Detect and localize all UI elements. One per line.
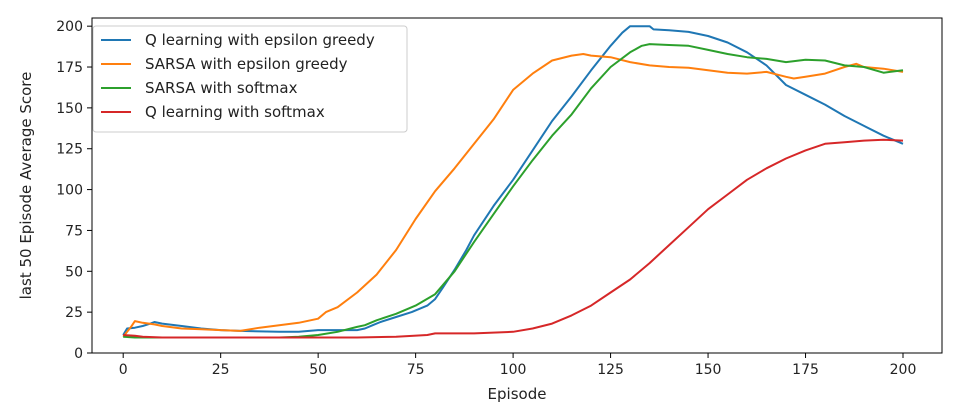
- legend: Q learning with epsilon greedy SARSA with…: [92, 25, 408, 133]
- y-tick-label: 100: [56, 183, 83, 199]
- x-tick-label: 75: [407, 362, 425, 378]
- x-tick-label: 25: [212, 362, 230, 378]
- y-tick-label: 50: [65, 264, 83, 280]
- series-line-4: [123, 138, 904, 339]
- x-tick-label: 125: [597, 362, 624, 378]
- y-tick-label: 150: [56, 101, 83, 117]
- x-tick-label: 100: [500, 362, 527, 378]
- x-axis: 0 25 50 75 100 125 150 175 200: [119, 353, 917, 378]
- x-tick-label: 200: [890, 362, 917, 378]
- y-axis-title: last 50 Episode Average Score: [17, 72, 35, 300]
- y-tick-label: 125: [56, 142, 83, 158]
- y-tick-label: 200: [56, 19, 83, 35]
- legend-label: SARSA with epsilon greedy: [145, 55, 348, 73]
- y-tick-label: 0: [74, 346, 83, 362]
- x-tick-label: 50: [309, 362, 327, 378]
- legend-label: Q learning with softmax: [145, 103, 325, 121]
- y-tick-label: 75: [65, 223, 83, 239]
- y-axis: 0 25 50 75 100 125 150 175 200: [56, 19, 92, 362]
- plot-frame: [91, 17, 943, 354]
- y-tick-label: 175: [56, 60, 83, 76]
- legend-label: Q learning with epsilon greedy: [145, 31, 375, 49]
- x-tick-label: 175: [792, 362, 819, 378]
- legend-box: [92, 25, 408, 133]
- x-axis-title: Episode: [488, 385, 547, 403]
- legend-label: SARSA with softmax: [145, 79, 298, 97]
- y-tick-label: 25: [65, 305, 83, 321]
- plot-lines: [122, 25, 904, 339]
- x-tick-label: 150: [695, 362, 722, 378]
- series-line-2: [122, 53, 904, 338]
- x-tick-label: 0: [119, 362, 128, 378]
